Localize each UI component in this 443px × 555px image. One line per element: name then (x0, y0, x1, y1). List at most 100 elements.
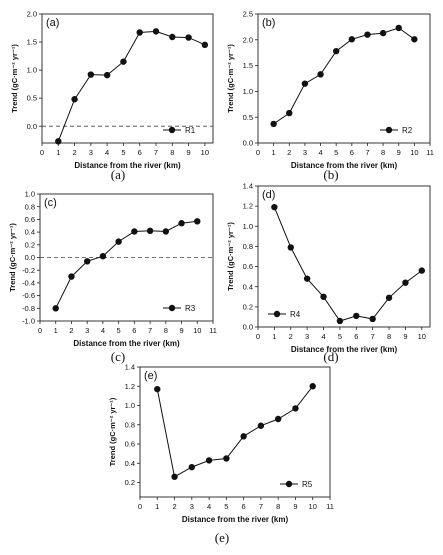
legend-marker (285, 480, 293, 488)
x-tick-label: 5 (224, 502, 228, 511)
data-point (303, 275, 311, 282)
y-tick-label: 0.0 (243, 139, 253, 148)
x-tick-label: 7 (365, 148, 369, 157)
x-tick-label: 2 (172, 502, 176, 511)
legend-marker (168, 304, 176, 312)
legend-marker (168, 126, 176, 134)
x-tick-label: 8 (387, 332, 391, 341)
plot-frame (41, 13, 214, 144)
chart-panel-1: 0 1 2 3 4 5 6 7 8 9 10 0.0 0.5 1.0 1.5 2.0 (a) Distance f… (10, 10, 214, 170)
y-tick-label: 1.2 (243, 202, 253, 211)
y-tick-label: 1.0 (243, 222, 253, 231)
x-tick-label: 8 (381, 148, 385, 157)
x-tick-label: 4 (207, 502, 211, 511)
y-tick-label: 0.2 (25, 240, 35, 249)
data-point (274, 415, 282, 423)
data-point (379, 29, 387, 37)
x-tick-label: 11 (209, 326, 217, 335)
x-axis-title: Distance from the river (km) (291, 161, 398, 170)
data-point (201, 41, 209, 49)
y-tick-label: -0.6 (22, 291, 35, 300)
y-tick-label: 0.0 (243, 323, 253, 332)
data-point (171, 473, 178, 480)
legend-marker (273, 310, 281, 318)
data-point (286, 109, 293, 117)
y-axis-title: Trend (gC·m⁻² yr⁻¹) (226, 44, 235, 113)
data-point (320, 293, 327, 300)
x-tick-label: 1 (155, 502, 159, 511)
x-tick-label: 6 (138, 148, 142, 157)
x-tick-label: 7 (371, 332, 375, 341)
x-tick-label: 6 (354, 332, 358, 341)
y-tick-label: 0.2 (125, 478, 135, 487)
legend-label: R1 (185, 126, 196, 135)
y-tick-label: 0.4 (25, 228, 35, 237)
x-tick-label: 6 (132, 326, 136, 335)
chart-panel-2: 0 1 2 3 4 5 6 7 8 9 10 11 0.0 0.5 1.0 1.5 2.0 2.5 (b) Dista… (226, 10, 434, 170)
x-tick-label: 4 (321, 332, 325, 341)
y-tick-label: 1.5 (27, 38, 37, 47)
y-tick-label: -0.8 (22, 304, 35, 313)
x-tick-label: 5 (338, 332, 342, 341)
x-tick-label: 2 (72, 148, 76, 157)
data-point (71, 96, 78, 103)
chart-panel-3: 0 1 2 3 4 5 6 7 8 9 10 11 -1.0 -0.8 -0.6 -0.4 -0.2 0.0 0.2… (8, 190, 217, 348)
data-point (194, 218, 201, 225)
x-tick-label: 5 (121, 148, 125, 157)
x-tick-label: 1 (56, 148, 60, 157)
y-tick-label: 0.4 (125, 459, 135, 468)
y-tick-label: 2.0 (27, 10, 37, 19)
x-tick-label: 7 (259, 502, 263, 511)
x-tick-label: 3 (190, 502, 194, 511)
data-point (154, 385, 161, 393)
x-tick-label: 4 (105, 148, 109, 157)
data-point (87, 71, 95, 78)
data-point (223, 455, 230, 462)
x-tick-label: 4 (101, 326, 105, 335)
y-tick-label: 0.0 (25, 253, 35, 262)
chart-panel-5: 0 1 2 3 4 5 6 7 8 9 10 11 0.2 0.4 0.6 0.8 1.0 1.2 1.4 (e) Di… (108, 363, 334, 524)
y-tick-label: 0.6 (25, 215, 35, 224)
x-tick-label: 10 (201, 148, 209, 157)
data-point (136, 29, 143, 36)
x-tick-label: 5 (334, 148, 338, 157)
y-tick-label: 1.2 (125, 382, 135, 391)
x-tick-label: 10 (309, 502, 317, 511)
y-tick-label: 1.5 (243, 61, 253, 70)
caption-d: (d) (323, 349, 339, 364)
data-point (418, 267, 426, 274)
data-point (120, 58, 127, 65)
y-tick-label: 1.0 (25, 190, 35, 199)
x-tick-label: 3 (85, 326, 89, 335)
x-tick-label: 9 (179, 326, 183, 335)
data-point (348, 36, 356, 43)
data-point (152, 28, 160, 35)
x-tick-label: 0 (40, 148, 44, 157)
data-point (52, 305, 59, 312)
y-tick-label: 1.4 (125, 363, 135, 372)
x-tick-label: 8 (276, 502, 280, 511)
data-point (115, 238, 122, 245)
x-axis-title: Distance from the river (km) (73, 339, 180, 348)
series-line-R5 (156, 385, 314, 478)
x-tick-label: 9 (186, 148, 190, 157)
x-tick-label: 2 (289, 332, 293, 341)
legend-marker (385, 126, 393, 134)
x-tick-label: 9 (403, 332, 407, 341)
x-tick-label: 6 (242, 502, 246, 511)
data-point (188, 463, 196, 471)
data-point (271, 203, 278, 211)
x-tick-label: 8 (170, 148, 174, 157)
y-tick-label: 0.6 (125, 440, 135, 449)
data-point (292, 405, 299, 412)
caption-a: (a) (110, 167, 126, 182)
x-tick-label: 0 (256, 332, 260, 341)
data-point (287, 244, 294, 251)
series-line-R2 (273, 27, 415, 125)
caption-e: (e) (214, 530, 230, 545)
series-line-R3 (55, 220, 198, 309)
y-tick-label: -0.2 (22, 266, 35, 275)
panel-label: (c) (44, 197, 57, 209)
plot-frame (139, 366, 331, 498)
